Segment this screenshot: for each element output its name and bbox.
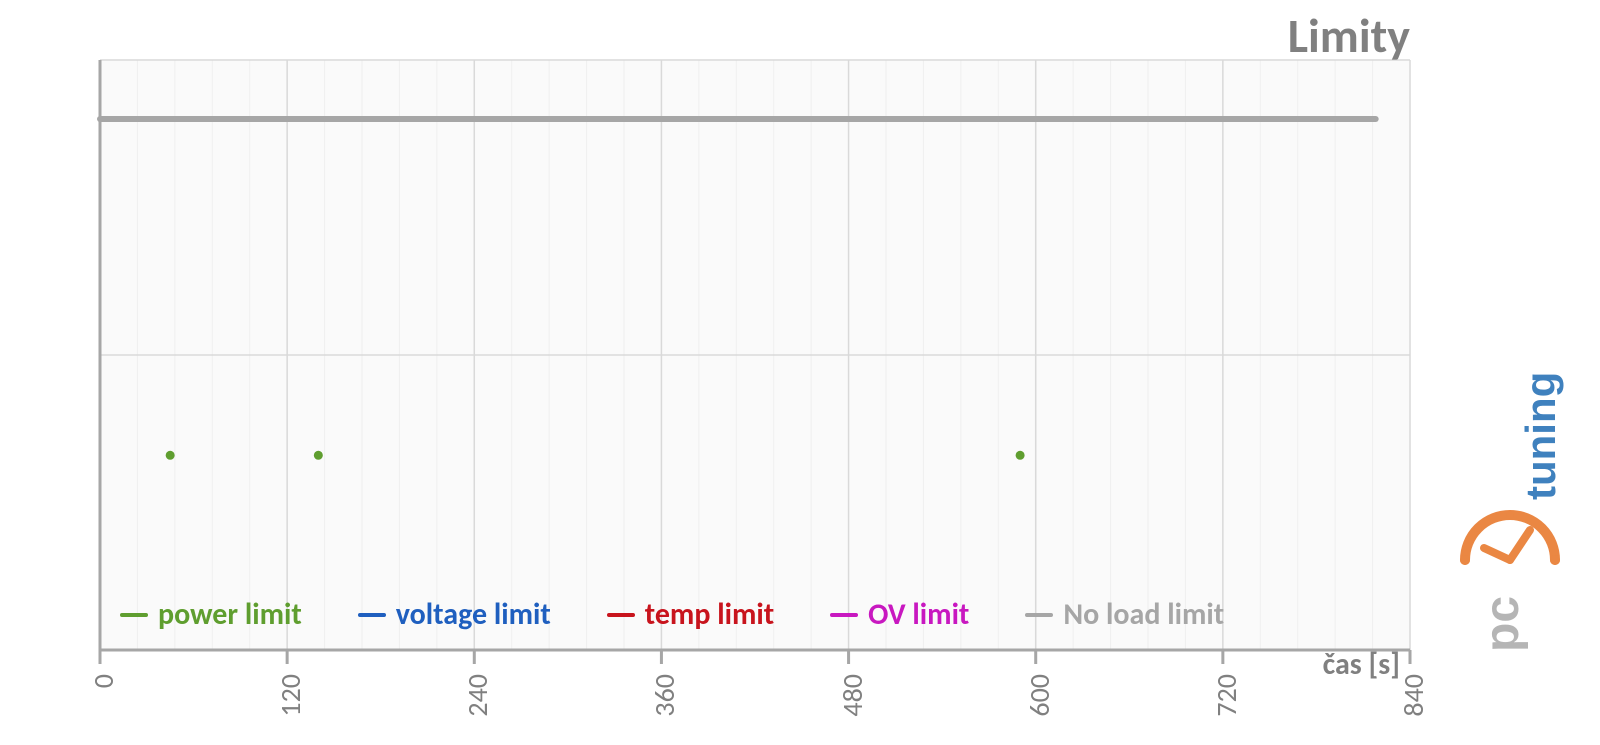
x-tick-label: 840 bbox=[1396, 674, 1431, 717]
x-axis-label: čas [s] bbox=[1323, 646, 1400, 683]
legend-swatch bbox=[607, 613, 635, 617]
legend-label: No load limit bbox=[1063, 596, 1224, 633]
legend-item: OV limit bbox=[830, 596, 969, 633]
legend-swatch bbox=[358, 613, 386, 617]
legend-item: temp limit bbox=[607, 596, 774, 633]
legend-swatch bbox=[120, 613, 148, 617]
legend-swatch bbox=[1025, 613, 1053, 617]
legend-item: No load limit bbox=[1025, 596, 1224, 633]
legend-label: OV limit bbox=[868, 596, 969, 633]
legend-label: voltage limit bbox=[396, 596, 551, 633]
legend-swatch bbox=[830, 613, 858, 617]
x-tick-label: 360 bbox=[647, 674, 682, 717]
x-tick-label: 120 bbox=[273, 674, 308, 717]
chart-plot bbox=[0, 0, 1600, 745]
legend-label: power limit bbox=[158, 596, 302, 633]
legend-label: temp limit bbox=[645, 596, 774, 633]
chart-container: Limity čas [s] power limit voltage limit t… bbox=[0, 0, 1600, 745]
x-tick-label: 240 bbox=[460, 674, 495, 717]
x-tick-label: 600 bbox=[1022, 674, 1057, 717]
x-tick-label: 720 bbox=[1209, 674, 1244, 717]
x-tick-label: 0 bbox=[86, 674, 121, 688]
x-tick-label: 480 bbox=[835, 674, 870, 717]
legend-item: voltage limit bbox=[358, 596, 551, 633]
legend-item: power limit bbox=[120, 596, 302, 633]
chart-legend: power limit voltage limit temp limit OV lim… bbox=[120, 596, 1224, 633]
chart-title: Limity bbox=[1288, 6, 1410, 65]
